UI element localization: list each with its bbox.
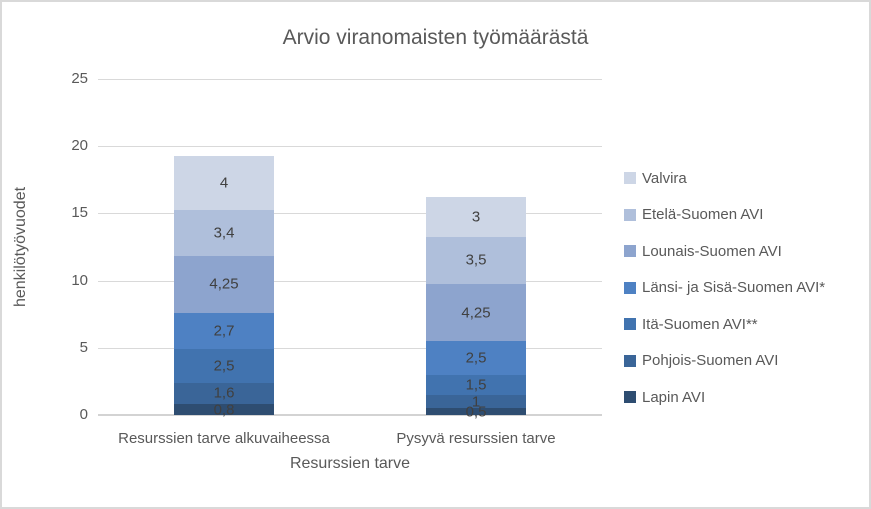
bar-segment [174,349,274,383]
bar-segment-label: 3 [471,208,481,226]
legend-item: Lounais-Suomen AVI [624,242,825,260]
gridline [98,213,602,215]
bar-segment [174,156,274,211]
legend-label: Valvira [642,169,687,187]
legend-item: Valvira [624,169,825,187]
bar-segment-label: 3,4 [213,224,235,242]
bar-segment-label: 0,5 [465,403,487,421]
y-tick-label: 25 [71,70,88,87]
legend-item: Lapin AVI [624,388,825,406]
bar-segment [426,283,526,342]
bar-segment [174,382,274,405]
legend-label: Lounais-Suomen AVI [642,242,782,260]
legend-swatch-icon [624,354,636,367]
legend-item: Itä-Suomen AVI** [624,315,825,333]
gridline [98,146,602,148]
chart-title: Arvio viranomaisten työmäärästä [282,26,589,49]
legend-item: Etelä-Suomen AVI [624,206,825,224]
gridline [98,280,602,282]
x-axis-line [98,414,602,416]
bar-segment-label: 1,5 [465,376,487,394]
bar-segment [174,255,274,313]
legend-swatch-icon [624,391,636,403]
legend-item: Länsi- ja Sisä-Suomen AVI* [624,279,825,297]
bar-segment [426,236,526,284]
bar-segment [174,404,274,415]
bar-segment [174,210,274,256]
gridline [98,347,602,349]
bar-segment [426,394,526,409]
legend-swatch-icon [624,281,636,294]
bar-segment-label: 4,25 [461,304,491,322]
legend-item: Pohjois-Suomen AVI [624,352,825,370]
legend-label: Pohjois-Suomen AVI [642,352,779,369]
category-axis-label: Resurssien tarve alkuvaiheessa [118,430,330,447]
bar-segment-label: 0,8 [213,401,235,419]
category-axis-label: Pysyvä resurssien tarve [396,430,556,447]
legend-swatch-icon [624,245,636,257]
bar-segment [174,312,274,350]
legend-label: Lapin AVI [642,388,706,406]
legend-label: Itä-Suomen AVI** [642,315,758,333]
legend-swatch-icon [624,318,636,330]
y-tick-label: 0 [79,406,88,423]
y-tick-label: 20 [71,137,88,155]
gridline [98,79,602,80]
bar-segment-label: 4 [219,174,229,192]
bar-segment-label: 3,5 [465,251,487,269]
legend-swatch-icon [624,172,636,184]
legend-label: Länsi- ja Sisä-Suomen AVI* [642,279,826,296]
y-tick-label: 10 [71,271,88,289]
bar-segment-label: 2,7 [213,322,235,340]
bar-segment-label: 4,25 [209,275,239,293]
legend: Valvira Etelä-Suomen AVI Lounais-Suomen AV… [624,169,825,406]
bar-segment-label: 2,5 [465,349,487,367]
bar-segment [426,341,526,375]
bar-segment-label: 1 [471,393,481,411]
y-tick-label: 15 [71,204,88,222]
bar-segment [426,374,526,395]
bar-segment [426,408,526,415]
y-tick-label: 5 [79,338,88,356]
y-axis-title: henkilötyövuodet [12,186,29,308]
x-axis-title: Resurssien tarve [289,455,411,472]
bar-segment-label: 1,6 [213,384,235,402]
bar-segment [426,196,526,237]
bar-segment-label: 2,5 [213,357,235,375]
legend-label: Etelä-Suomen AVI [642,206,764,223]
legend-swatch-icon [624,208,636,221]
